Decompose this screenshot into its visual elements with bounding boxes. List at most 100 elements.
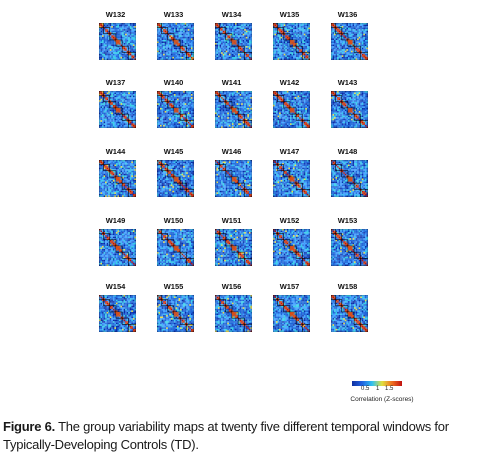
figure-label: Figure 6. xyxy=(3,419,55,434)
network-block-outline xyxy=(215,295,220,300)
network-block-outline xyxy=(360,258,368,266)
correlation-matrix xyxy=(99,160,136,197)
network-block-outline xyxy=(231,245,239,253)
network-block-outline xyxy=(215,229,220,234)
variability-map-panel: W151 xyxy=(207,216,256,274)
network-block-outline xyxy=(219,95,227,103)
network-block-outline xyxy=(157,91,162,96)
network-block-outline xyxy=(302,52,310,60)
network-block-outline xyxy=(99,23,104,28)
network-block-outline xyxy=(283,101,291,109)
network-block-outline xyxy=(273,23,278,28)
network-block-outline xyxy=(109,33,117,41)
network-block-outline xyxy=(173,245,181,253)
network-block-outline xyxy=(121,45,129,53)
panel-title: W145 xyxy=(163,147,184,156)
figure-caption: Figure 6. The group variability maps at … xyxy=(3,418,493,454)
correlation-matrix xyxy=(215,160,252,197)
network-block-outline xyxy=(237,317,245,325)
network-block-outline xyxy=(173,39,181,47)
variability-map-panel: W136 xyxy=(323,10,372,68)
network-block-outline xyxy=(335,164,343,172)
variability-map-panel: W144 xyxy=(91,147,140,205)
network-block-outline xyxy=(161,95,169,103)
variability-map-panel: W152 xyxy=(265,216,314,274)
colorbar-tick: 1 xyxy=(376,386,380,392)
network-block-outline xyxy=(277,27,285,35)
network-block-outline xyxy=(157,229,162,234)
network-block-outline xyxy=(225,239,233,247)
network-block-outline xyxy=(225,170,233,178)
network-block-outline xyxy=(295,45,303,53)
variability-map-panel: W145 xyxy=(149,147,198,205)
network-block-outline xyxy=(167,239,175,247)
network-block-outline xyxy=(128,258,136,266)
network-block-outline xyxy=(295,113,303,121)
network-block-outline xyxy=(161,27,169,35)
panel-title: W154 xyxy=(105,282,126,291)
network-block-outline xyxy=(109,170,117,178)
correlation-matrix xyxy=(331,91,368,128)
variability-map-panel: W149 xyxy=(91,216,140,274)
network-block-outline xyxy=(237,45,245,53)
network-block-outline xyxy=(231,39,239,47)
network-block-outline xyxy=(128,52,136,60)
network-block-outline xyxy=(335,27,343,35)
network-block-outline xyxy=(341,33,349,41)
network-block-outline xyxy=(283,33,291,41)
network-block-outline xyxy=(179,317,187,325)
correlation-matrix xyxy=(331,295,368,332)
network-block-outline xyxy=(225,101,233,109)
network-block-outline xyxy=(225,305,233,313)
variability-map-panel: W141 xyxy=(207,78,256,136)
correlation-matrix xyxy=(331,229,368,266)
network-block-outline xyxy=(360,52,368,60)
network-block-outline xyxy=(186,258,194,266)
network-block-outline xyxy=(167,170,175,178)
network-block-outline xyxy=(244,189,252,197)
network-block-outline xyxy=(109,101,117,109)
colorbar-tick: 1.5 xyxy=(385,386,394,392)
network-block-outline xyxy=(295,317,303,325)
colorbar-ticks: 0.5 1 1.5 xyxy=(352,386,404,394)
network-block-outline xyxy=(237,182,245,190)
panel-title: W150 xyxy=(163,216,184,225)
network-block-outline xyxy=(219,27,227,35)
network-block-outline xyxy=(161,164,169,172)
variability-map-panel: W132 xyxy=(91,10,140,68)
panel-title: W133 xyxy=(163,10,184,19)
correlation-matrix xyxy=(215,295,252,332)
network-block-outline xyxy=(273,295,278,300)
network-block-outline xyxy=(186,324,194,332)
correlation-matrix xyxy=(331,23,368,60)
caption-text: The group variability maps at twenty fiv… xyxy=(3,419,449,452)
network-block-outline xyxy=(331,91,336,96)
panel-title: W148 xyxy=(337,147,358,156)
correlation-matrix xyxy=(273,295,310,332)
correlation-matrix xyxy=(99,23,136,60)
network-block-outline xyxy=(157,160,162,165)
variability-map-panel: W135 xyxy=(265,10,314,68)
network-block-outline xyxy=(103,233,111,241)
network-block-outline xyxy=(157,23,162,28)
network-block-outline xyxy=(360,120,368,128)
network-block-outline xyxy=(128,189,136,197)
network-block-outline xyxy=(109,305,117,313)
correlation-matrix xyxy=(273,23,310,60)
network-block-outline xyxy=(167,101,175,109)
panel-title: W156 xyxy=(221,282,242,291)
network-block-outline xyxy=(335,233,343,241)
correlation-matrix xyxy=(99,91,136,128)
network-block-outline xyxy=(231,176,239,184)
network-block-outline xyxy=(99,229,104,234)
network-block-outline xyxy=(121,251,129,259)
correlation-matrix xyxy=(215,229,252,266)
correlation-matrix xyxy=(157,295,194,332)
network-block-outline xyxy=(179,182,187,190)
panel-title: W153 xyxy=(337,216,358,225)
variability-map-panel: W146 xyxy=(207,147,256,205)
network-block-outline xyxy=(277,299,285,307)
network-block-outline xyxy=(341,101,349,109)
panel-title: W135 xyxy=(279,10,300,19)
network-block-outline xyxy=(167,33,175,41)
